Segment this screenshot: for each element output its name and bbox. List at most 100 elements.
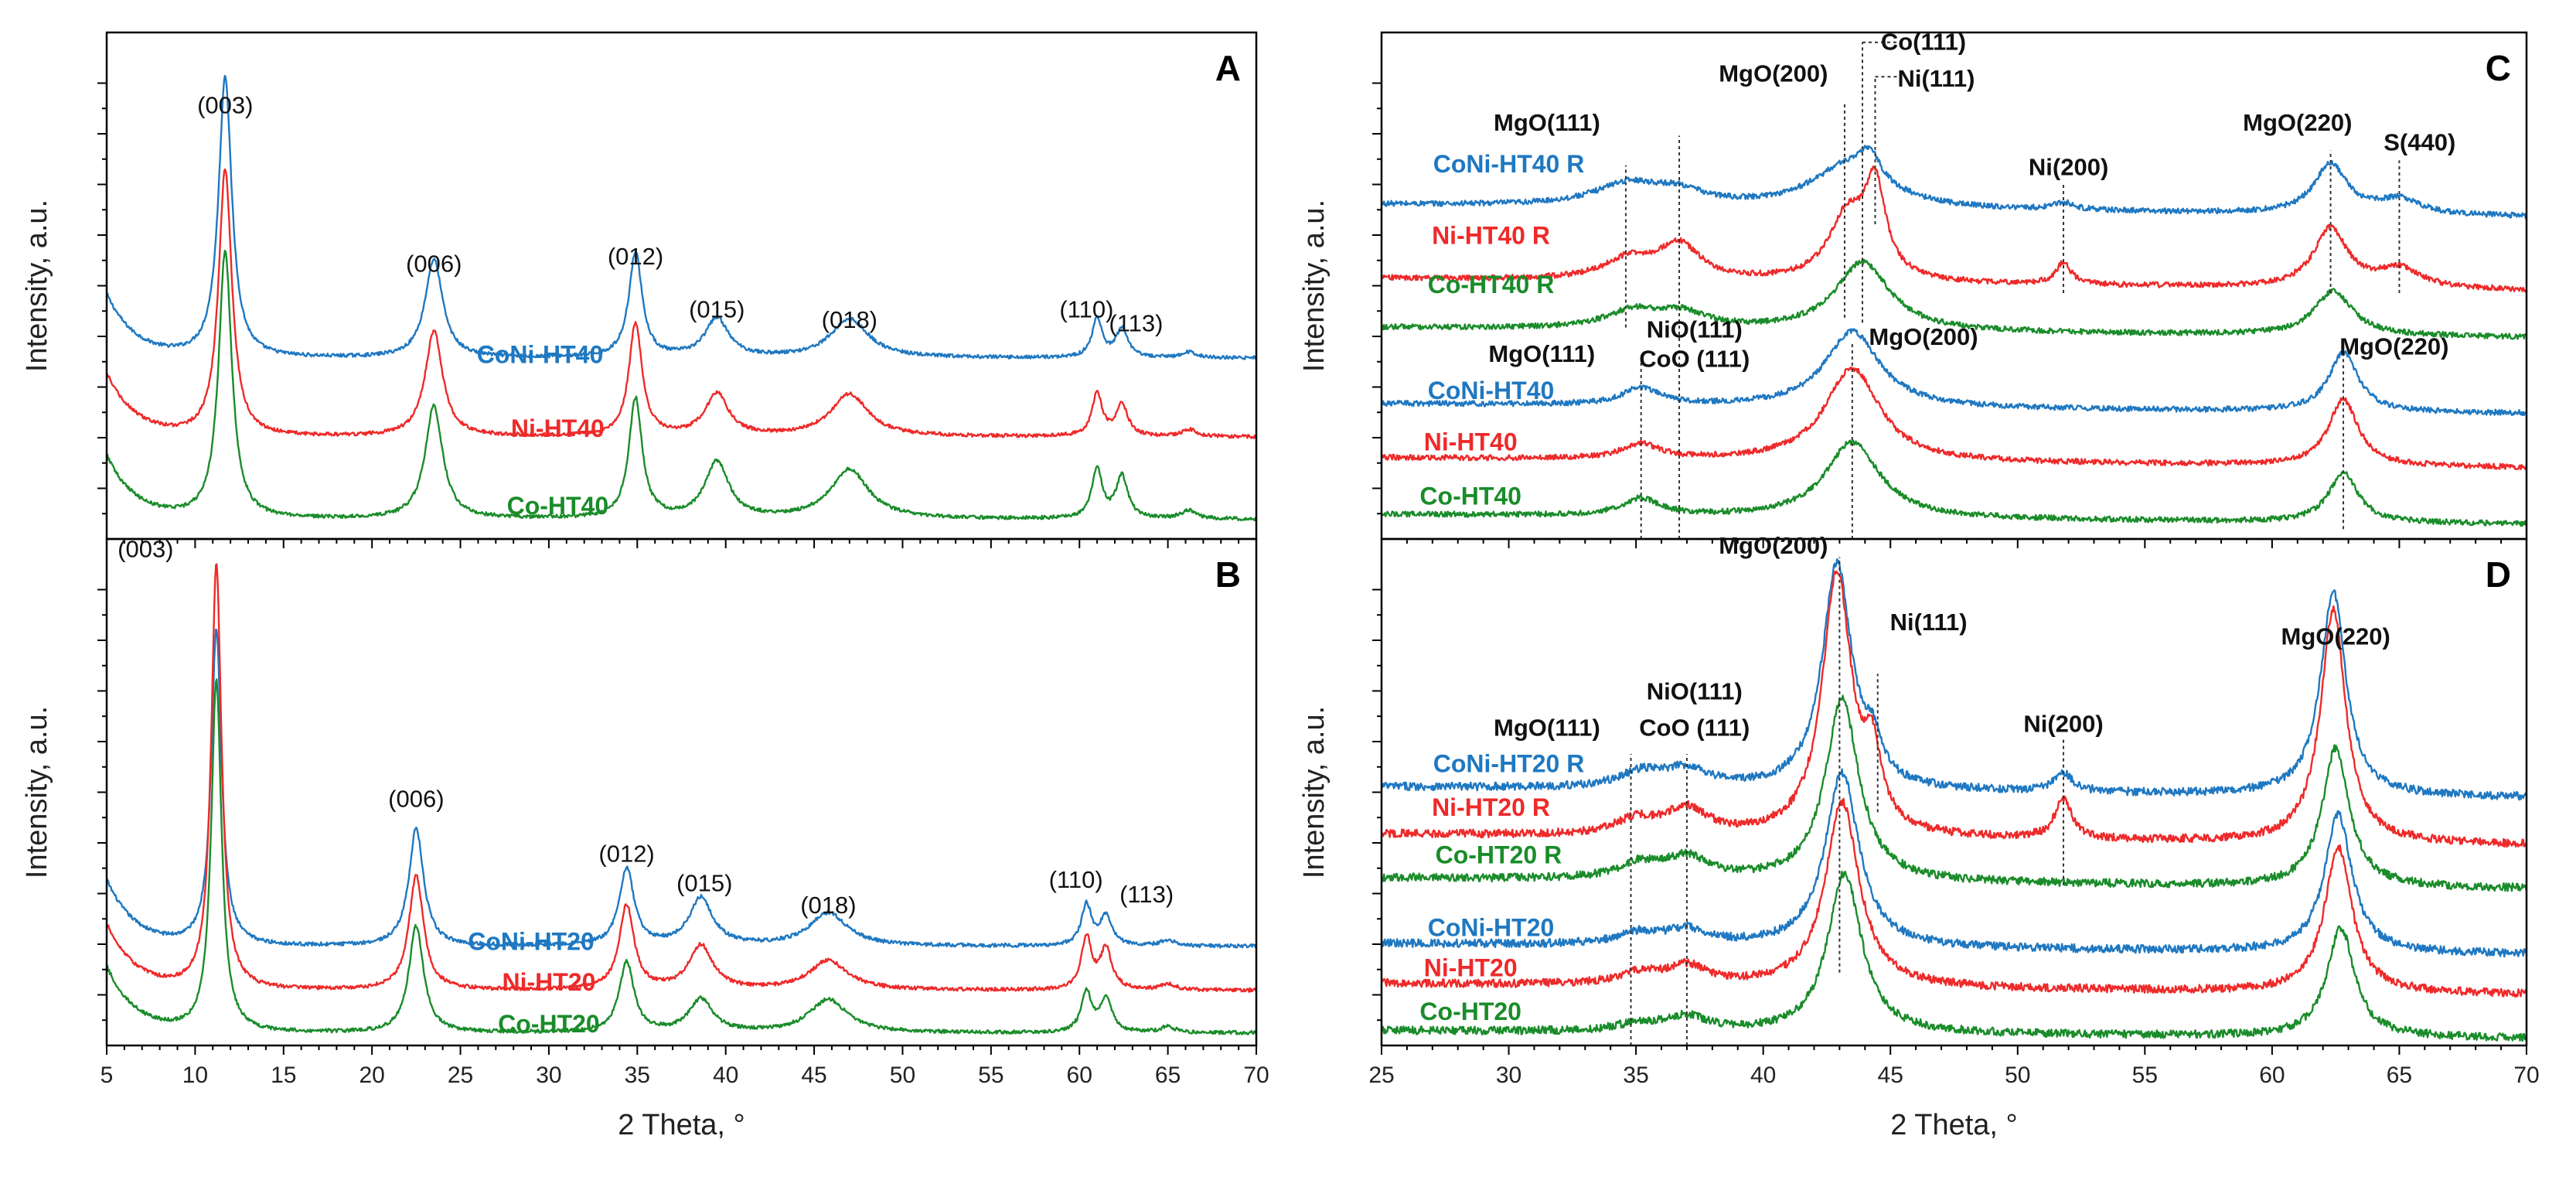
peak-label: (003)	[118, 536, 173, 563]
series-label: Ni-HT20	[502, 968, 595, 996]
x-tick-label: 15	[271, 1063, 296, 1088]
x-tick-label: 40	[1750, 1063, 1776, 1088]
peak-label: MgO(200)	[1719, 532, 1828, 559]
x-tick-label: 70	[1243, 1063, 1269, 1088]
series-label: CoNi-HT40 R	[1433, 150, 1585, 178]
trace-coni-ht20	[1380, 768, 2528, 958]
x-tick-label: 25	[448, 1063, 473, 1088]
y-axis-title: Intensity, a.u.	[1298, 200, 1331, 372]
trace-ni-ht20	[105, 563, 1258, 993]
series-label: Co-HT20 R	[1436, 841, 1562, 868]
series-label: Co-HT40	[507, 492, 609, 520]
panel-letter: B	[1215, 554, 1241, 595]
x-tick-label: 30	[536, 1063, 561, 1088]
x-tick-label: 20	[359, 1063, 384, 1088]
peak-label: (003)	[197, 92, 253, 119]
x-tick-label: 65	[1155, 1063, 1181, 1088]
x-tick-label: 10	[182, 1063, 208, 1088]
panel-letter: D	[2486, 554, 2511, 595]
series-label: CoNi-HT20	[1428, 914, 1555, 942]
y-axis-title: Intensity, a.u.	[21, 706, 53, 878]
peak-label: MgO(111)	[1494, 714, 1600, 741]
x-tick-label: 45	[801, 1063, 826, 1088]
panel-B: 5 10 15 20 25 30 35 40 45 50 55 60 65 70 Intensity, a.…	[21, 536, 1269, 1141]
peak-label: (110)	[1059, 295, 1113, 322]
trace-coni-ht40	[106, 74, 1257, 360]
series-label: Ni-HT20 R	[1432, 793, 1550, 821]
panel-letter: C	[2486, 48, 2511, 88]
panel-C: Intensity, a.u. C MgO(111) MgO(200) Co(111) N…	[1298, 28, 2528, 548]
peak-label: (018)	[822, 306, 877, 333]
x-tick-label: 60	[2259, 1063, 2285, 1088]
peak-label: (012)	[608, 243, 663, 270]
peak-label: NiO(111)	[1647, 677, 1743, 704]
peak-label: NiO(111)	[1647, 316, 1743, 343]
x-tick-label: 40	[713, 1063, 738, 1088]
trace-co-ht40	[1380, 439, 2528, 527]
series-label: Co-HT40	[1419, 482, 1521, 510]
trace-co-ht20	[1380, 871, 2528, 1042]
series-label: Ni-HT40 R	[1432, 221, 1550, 249]
x-tick-label: 35	[625, 1063, 650, 1088]
x-tick-label: 50	[2005, 1063, 2030, 1088]
peak-label: Co(111)	[1881, 28, 1966, 55]
x-tick-label: 5	[101, 1063, 114, 1088]
series-label: Ni-HT40	[511, 414, 605, 442]
x-tick-label: 50	[890, 1063, 915, 1088]
series-label: Co-HT40 R	[1428, 271, 1555, 298]
trace-coni-ht20	[105, 628, 1257, 949]
peak-label: (006)	[388, 785, 444, 812]
panel-A: Intensity, a.u. A (003) (006) (012) (015) (018…	[21, 31, 1258, 548]
peak-label: CoO (111)	[1639, 345, 1750, 372]
peak-label: MgO(111)	[1494, 109, 1600, 136]
peak-label: (006)	[406, 250, 462, 277]
x-tick-label: 55	[978, 1063, 1003, 1088]
x-tick-label: 60	[1067, 1063, 1092, 1088]
peak-label: Ni(111)	[1897, 65, 1975, 92]
series-label: Ni-HT20	[1424, 953, 1518, 981]
peak-label: S(440)	[2383, 129, 2455, 156]
peak-label: MgO(220)	[2339, 333, 2448, 360]
peak-label: MgO(220)	[2243, 109, 2352, 136]
x-tick-label: 30	[1496, 1063, 1521, 1088]
series-label: Co-HT20	[1419, 998, 1521, 1025]
peak-label: Ni(200)	[2029, 153, 2108, 180]
peak-label: (018)	[800, 892, 856, 919]
series-label: Ni-HT40	[1424, 428, 1518, 456]
y-axis-title: Intensity, a.u.	[1298, 706, 1331, 878]
trace-coni-ht40	[1381, 328, 2527, 417]
series-label: CoNi-HT40	[477, 341, 604, 369]
trace-co-ht40-r	[1381, 258, 2528, 340]
trace-coni-ht40-r	[1381, 145, 2528, 220]
series-label: CoNi-HT20	[468, 928, 595, 956]
peak-label: MgO(200)	[1719, 60, 1828, 87]
peak-label: MgO(220)	[2281, 623, 2390, 650]
peak-label: (015)	[676, 870, 732, 897]
trace-ni-ht20	[1381, 797, 2528, 998]
trace-co-ht20-r	[1381, 694, 2528, 892]
y-axis-title: Intensity, a.u.	[21, 200, 53, 372]
peak-label: MgO(111)	[1488, 340, 1595, 367]
x-tick-label: 70	[2513, 1063, 2539, 1088]
peak-label: (113)	[1119, 881, 1174, 908]
trace-co-ht40	[105, 249, 1258, 522]
series-label: CoNi-HT20 R	[1433, 750, 1585, 778]
trace-co-ht20	[105, 678, 1258, 1035]
x-tick-label: 45	[1878, 1063, 1903, 1088]
trace-ni-ht20-r	[1380, 570, 2528, 848]
x-axis-title: 2 Theta, °	[1890, 1109, 2018, 1141]
peak-label: CoO (111)	[1639, 714, 1750, 741]
peak-label: MgO(200)	[1869, 323, 1978, 350]
peak-label: (012)	[598, 841, 654, 868]
peak-label: (113)	[1109, 310, 1163, 337]
series-label: CoNi-HT40	[1428, 377, 1555, 404]
x-tick-label: 25	[1368, 1063, 1394, 1088]
trace-ni-ht40	[105, 168, 1258, 439]
panel-letter: A	[1215, 48, 1241, 88]
x-tick-label: 35	[1623, 1063, 1648, 1088]
plot-frame	[105, 537, 1258, 1047]
trace-coni-ht20-r	[1380, 558, 2528, 801]
plot-frame	[105, 31, 1258, 541]
panel-D: 25 30 35 40 45 50 55 60 65 70 Intensity, a.u. 2 The…	[1298, 532, 2540, 1141]
